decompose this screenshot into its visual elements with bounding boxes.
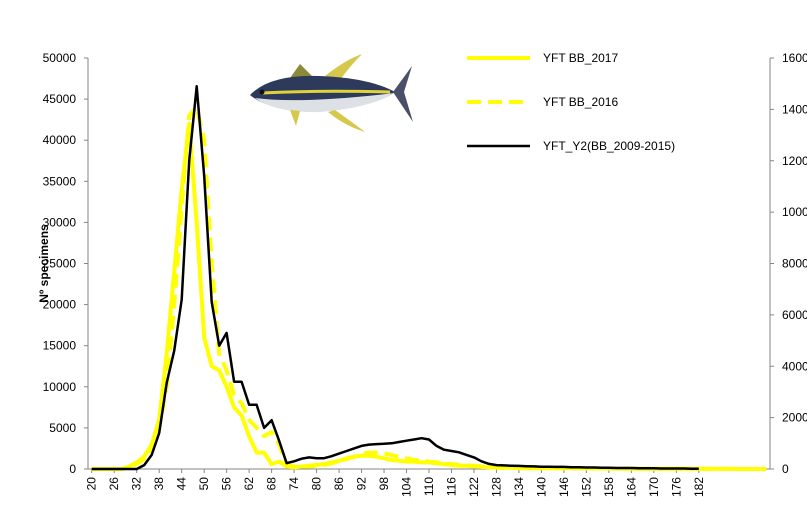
x-tick-label: 74 <box>287 477 301 491</box>
x-tick-label: 56 <box>220 477 234 491</box>
x-tick-label: 140 <box>534 477 548 497</box>
x-tick-label: 176 <box>669 477 683 497</box>
y2-tick-label: 14000 <box>782 102 807 116</box>
y-tick-label: 15000 <box>43 339 77 353</box>
x-tick-label: 44 <box>175 477 189 491</box>
x-tick-label: 50 <box>197 477 211 491</box>
series-line <box>91 85 699 471</box>
x-tick-label: 92 <box>355 477 369 491</box>
y2-tick-label: 12000 <box>782 154 807 168</box>
x-tick-label: 68 <box>265 477 279 491</box>
y-tick-label: 5000 <box>49 421 76 435</box>
legend-label: YFT BB_2016 <box>543 95 618 109</box>
x-tick-label: 182 <box>692 477 706 497</box>
y-tick-label: 10000 <box>43 380 77 394</box>
y-tick-label: 40000 <box>43 133 77 147</box>
x-tick-label: 122 <box>467 477 481 497</box>
x-tick-label: 164 <box>624 477 638 497</box>
y2-tick-label: 8000 <box>782 257 807 271</box>
x-tick-label: 128 <box>489 477 503 497</box>
x-tick-label: 170 <box>647 477 661 497</box>
x-tick-label: 134 <box>512 477 526 497</box>
y2-tick-label: 2000 <box>782 411 807 425</box>
x-tick-label: 26 <box>107 477 121 491</box>
y-axis-label: Nº specimens <box>37 224 51 303</box>
x-tick-label: 104 <box>400 477 414 497</box>
y2-tick-label: 4000 <box>782 359 807 373</box>
series-line <box>91 121 767 471</box>
y-tick-label: 0 <box>69 462 76 476</box>
y2-tick-label: 10000 <box>782 205 807 219</box>
x-tick-label: 116 <box>444 477 458 496</box>
legend-label: YFT BB_2017 <box>543 51 618 65</box>
legend-label: YFT_Y2(BB_2009-2015) <box>543 139 675 153</box>
y-tick-label: 25000 <box>43 257 77 271</box>
x-tick-label: 110 <box>422 477 436 496</box>
x-tick-label: 146 <box>557 477 571 497</box>
y-tick-label: 35000 <box>43 174 77 188</box>
x-tick-label: 80 <box>310 477 324 491</box>
x-tick-label: 38 <box>152 477 166 491</box>
y-tick-label: 45000 <box>43 92 77 106</box>
y2-tick-label: 0 <box>782 462 789 476</box>
y-tick-label: 30000 <box>43 215 77 229</box>
x-tick-label: 158 <box>602 477 616 497</box>
y2-tick-label: 16000 <box>782 51 807 65</box>
x-tick-label: 86 <box>332 477 346 491</box>
x-tick-label: 20 <box>85 477 99 491</box>
series-line <box>91 105 767 471</box>
fish-illustration <box>250 54 413 132</box>
x-tick-label: 152 <box>579 477 593 497</box>
x-tick-label: 62 <box>242 477 256 491</box>
y2-tick-label: 6000 <box>782 308 807 322</box>
y-tick-label: 50000 <box>43 51 77 65</box>
y-tick-label: 20000 <box>43 298 77 312</box>
x-tick-label: 98 <box>377 477 391 491</box>
x-tick-label: 32 <box>130 477 144 491</box>
